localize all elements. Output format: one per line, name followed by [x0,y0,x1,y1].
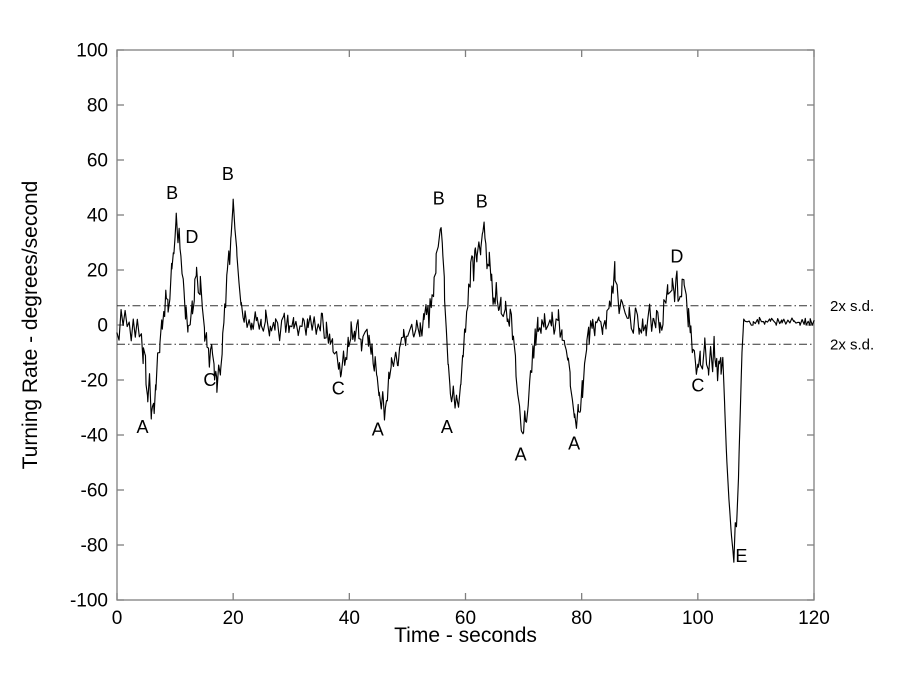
annotation-label: D [670,246,683,266]
x-tick-label: 120 [798,608,830,629]
y-tick-label: 40 [87,206,108,227]
annotation-label: A [441,417,453,437]
x-tick-label: 100 [682,608,714,629]
y-tick-label: 20 [87,261,108,282]
y-axis-label: Turning Rate - degrees/second [19,180,42,470]
y-tick-label: -100 [70,591,108,612]
x-tick-label: 40 [339,608,360,629]
annotation-label: A [568,433,580,453]
y-tick-label: -20 [81,371,108,392]
y-tick-label: -80 [81,536,108,557]
x-tick-label: 0 [112,608,123,629]
signal-line [116,198,815,563]
y-tick-label: -60 [81,481,108,502]
y-tick-label: 100 [76,41,108,62]
annotation-label: A [137,417,149,437]
annotation-label: E [735,546,747,566]
x-tick-label: 80 [571,608,592,629]
annotation-label: B [222,164,234,184]
x-axis-label: Time - seconds [394,624,537,647]
annotation-label: D [185,227,198,247]
y-tick-label: 60 [87,151,108,172]
threshold-label: 2x s.d. [830,298,874,315]
annotation-label: B [476,191,488,211]
threshold-label: 2x s.d. [830,336,874,353]
y-tick-label: -40 [81,426,108,447]
annotation-label: C [332,378,345,398]
annotation-label: C [203,370,216,390]
annotation-label: B [166,183,178,203]
annotation-label: A [515,444,527,464]
annotation-label: C [691,376,704,396]
annotation-label: A [372,420,384,440]
x-tick-label: 60 [455,608,476,629]
annotation-label: B [433,189,445,209]
x-tick-label: 20 [223,608,244,629]
y-tick-label: 0 [97,316,108,337]
y-tick-label: 80 [87,96,108,117]
